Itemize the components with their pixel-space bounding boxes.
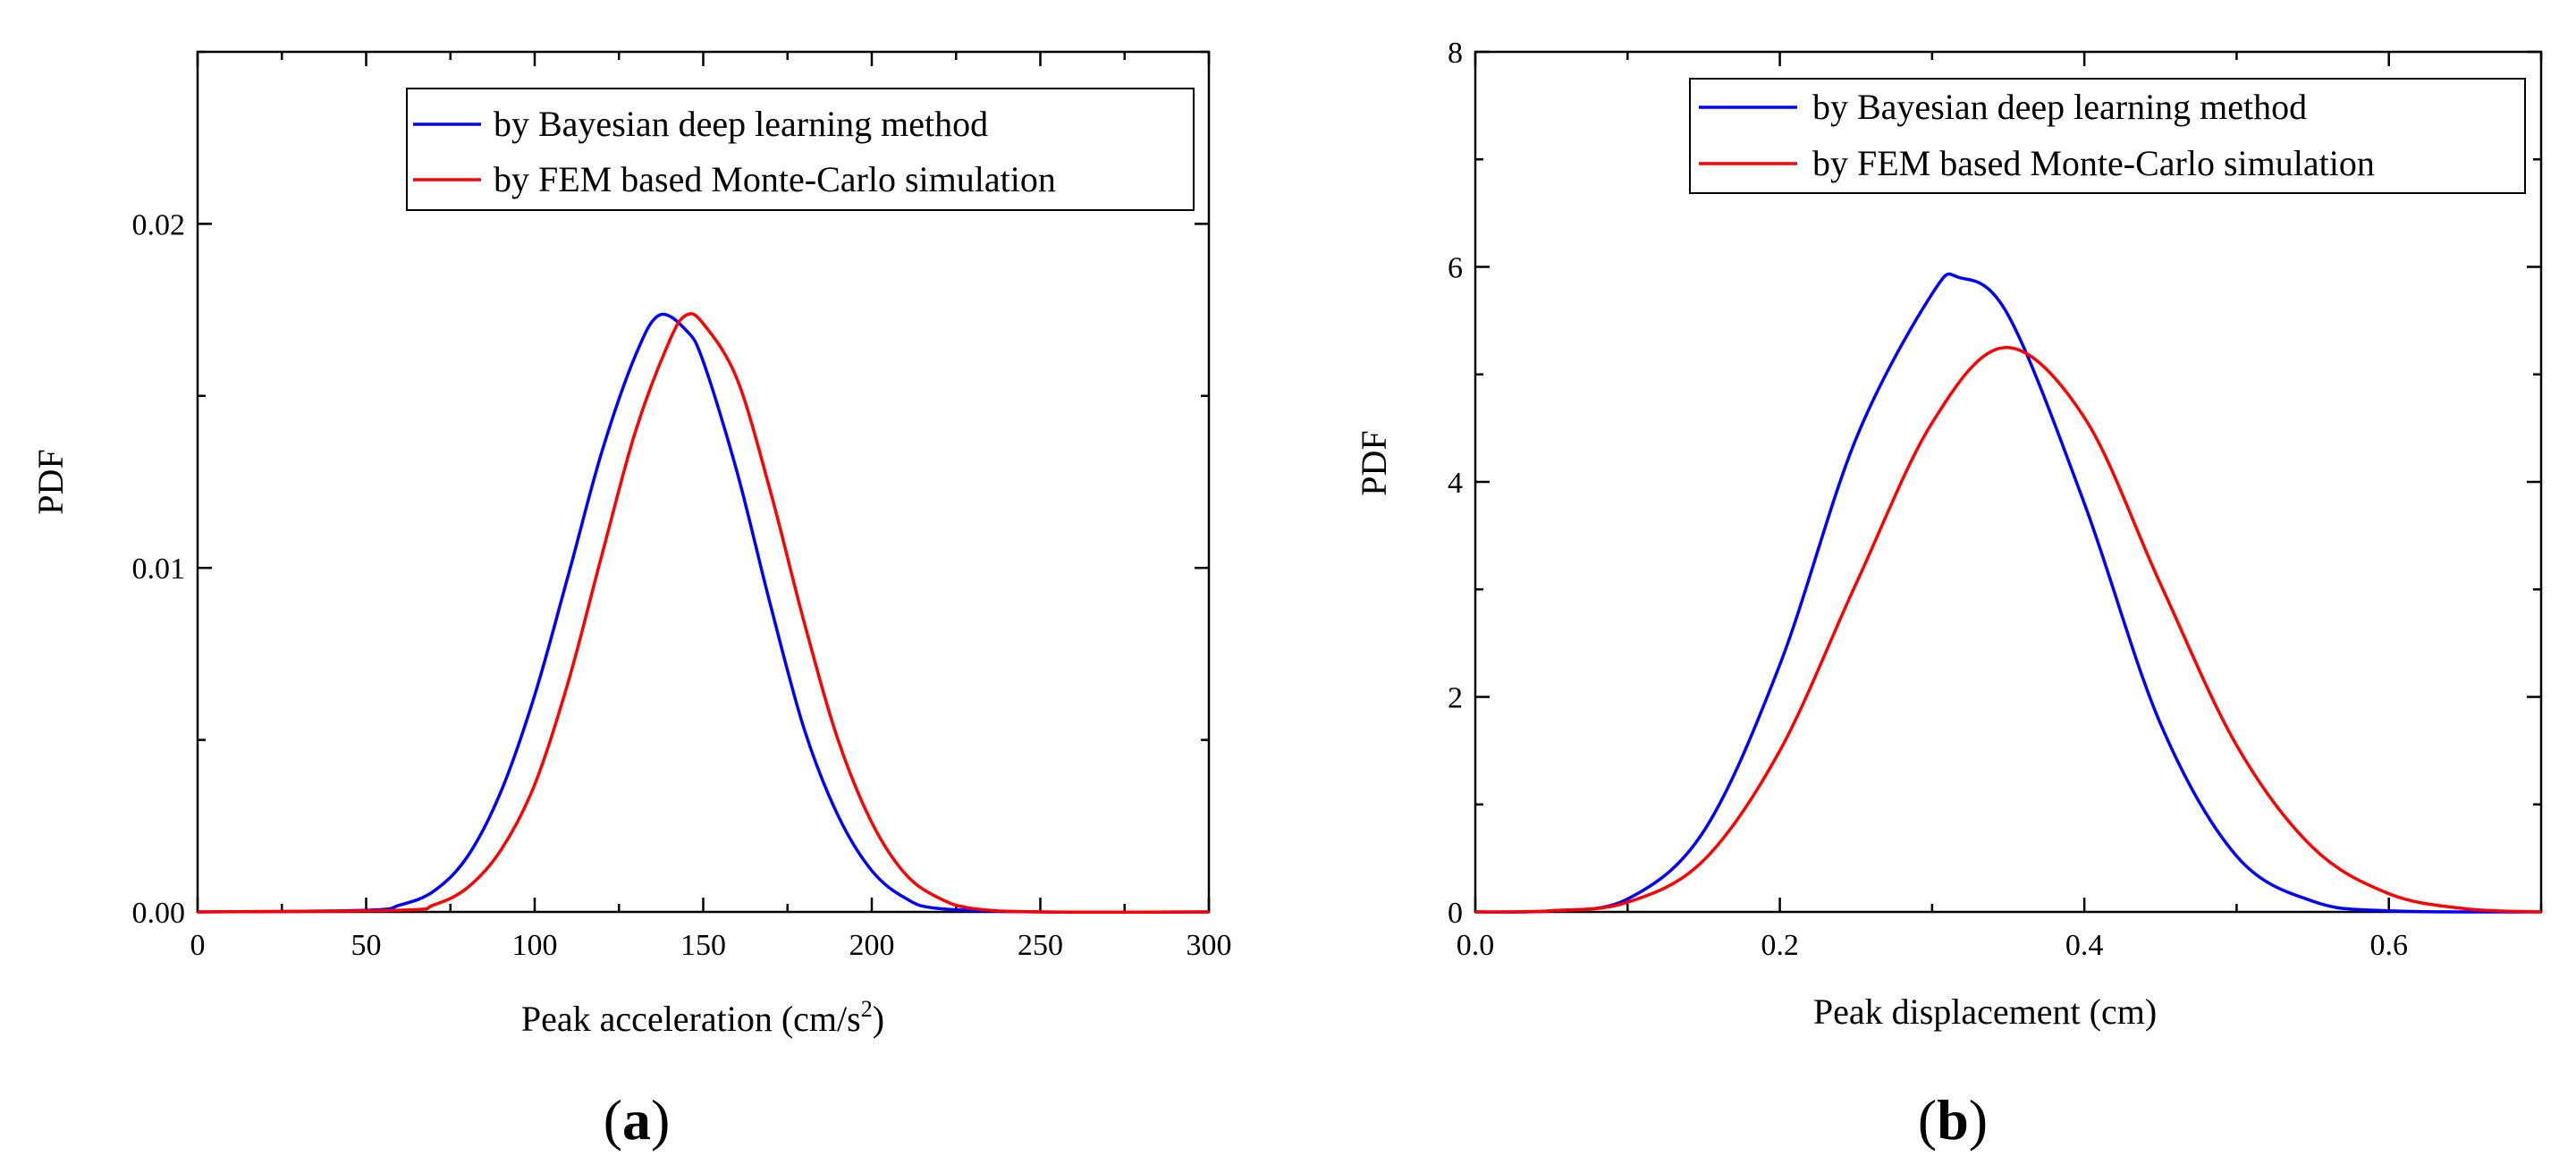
x-tick-label: 300 [1187,929,1232,962]
panel-b: 0.0 0.2 0.4 0.6 0 2 4 6 8 PDF Peak displacement … [1354,37,2543,1152]
legend-box-b [1689,78,2526,194]
y-tick-label: 0.01 [132,553,186,586]
y-tick-label: 8 [1448,37,1463,70]
legend-b: by Bayesian deep learning method by FEM … [1689,78,2526,194]
x-axis-label-a-main: Peak acceleration (cm/s [521,999,861,1039]
x-tick-label: 200 [849,929,895,962]
y-tick-label: 0.00 [132,897,186,930]
x-tick-label: 0.2 [1761,929,1799,962]
y-axis-label-a: PDF [30,449,71,514]
x-tick-label: 0 [190,929,206,962]
y-tick-label: 0.02 [132,208,186,241]
legend-entry-b-0: by Bayesian deep learning method [1812,87,2307,127]
panel-a: 0 50 100 150 200 250 300 0.00 0.01 0.02 PDF Peak … [30,50,1232,1152]
x-axis-label-a-sup: 2 [861,996,873,1022]
y-axis-label-b: PDF [1354,430,1394,495]
panel-caption-a: (a) [604,1088,671,1152]
legend-box-a [406,88,1195,211]
x-tick-label: 0.6 [2369,929,2408,962]
series-line-b-1 [1474,345,2542,914]
panel-caption-b-letter: b [1937,1088,1969,1152]
legend-a: by Bayesian deep learning method by FEM … [406,88,1195,211]
series-line-a-0 [197,312,1210,915]
x-tick-label: 250 [1018,929,1063,962]
x-axis-label-a-end: ) [873,999,884,1039]
y-tick-label: 6 [1448,252,1463,285]
x-axis-label-b: Peak displacement (cm) [1813,991,2157,1032]
legend-entry-a-0: by Bayesian deep learning method [494,104,988,144]
x-tick-label: 0.4 [2065,929,2104,962]
x-tick-label: 150 [680,929,726,962]
y-tick-label: 2 [1448,682,1463,715]
series-line-a-1 [197,312,1210,915]
y-tick-label: 4 [1448,467,1463,500]
legend-entry-b-1: by FEM based Monte-Carlo simulation [1812,143,2375,183]
panel-caption-a-letter: a [622,1088,651,1152]
y-tick-label: 0 [1448,897,1463,930]
x-tick-label: 0.0 [1457,929,1495,962]
x-axis-label-a: Peak acceleration (cm/s2) [521,996,884,1039]
legend-entry-a-1: by FEM based Monte-Carlo simulation [494,159,1056,199]
panel-caption-b: (b) [1918,1088,1988,1152]
x-tick-label: 50 [351,929,382,962]
x-tick-label: 100 [512,929,558,962]
series-line-b-0 [1474,272,2542,914]
